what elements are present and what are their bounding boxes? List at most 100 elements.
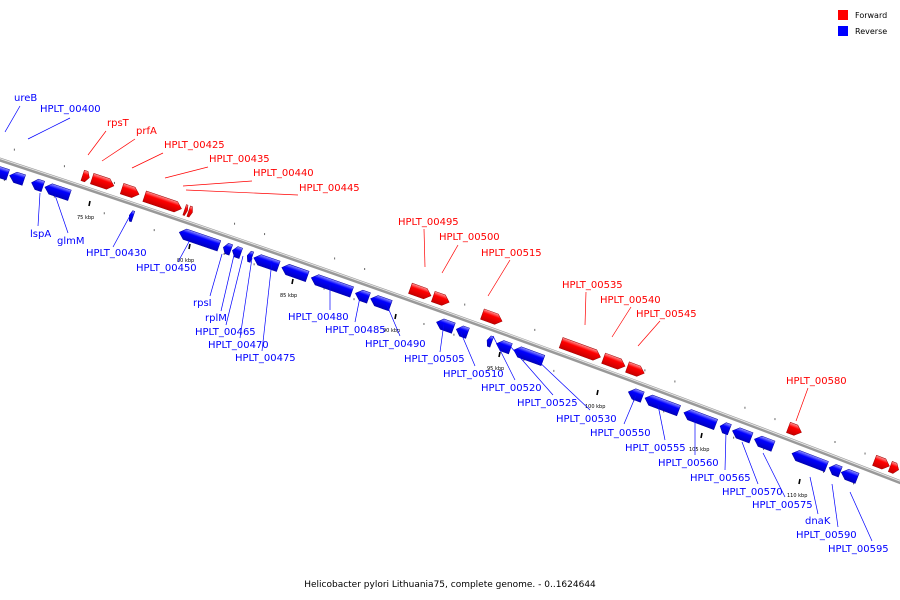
gene-label-forward: HPLT_00495 [398, 217, 459, 228]
gene-arrow-reverse [232, 246, 243, 259]
leader-line-reverse [354, 296, 361, 323]
gene-arrow-reverse [627, 388, 645, 403]
gene-label-forward: HPLT_00580 [786, 376, 847, 387]
gene-arrow-reverse [355, 289, 371, 304]
gene-arrow-forward [431, 290, 450, 306]
scale-tick [291, 278, 294, 285]
gene-label-reverse: rpsI [193, 298, 212, 309]
gene-arrow-reverse [486, 335, 494, 348]
gene-label-reverse: rplM [205, 313, 227, 324]
legend-label-forward: Forward [855, 11, 887, 20]
gene-label-forward: HPLT_00540 [600, 295, 661, 306]
gene-label-reverse: HPLT_00490 [365, 339, 426, 350]
gene-arrow-reverse [31, 178, 45, 192]
leader-line-reverse [762, 452, 786, 498]
gene-label-reverse: ureB [14, 93, 37, 104]
scale-tick [798, 478, 801, 485]
scale-tick [700, 432, 703, 439]
leader-line-reverse [261, 260, 273, 352]
leader-line-reverse [177, 239, 191, 263]
gene-arrow-forward [872, 454, 890, 470]
leader-line-reverse [209, 253, 223, 297]
gene-label-reverse: HPLT_00505 [404, 354, 465, 365]
leader-line-reverse [439, 322, 445, 353]
gene-arrow-forward [408, 282, 432, 300]
leader-line-forward [131, 152, 164, 169]
gene-label-reverse: HPLT_00565 [690, 473, 751, 484]
leader-line-reverse [849, 491, 873, 542]
gene-label-reverse: HPLT_00450 [136, 263, 197, 274]
leader-line-forward [164, 166, 209, 179]
leader-line-forward [423, 228, 426, 268]
gene-arrow-forward [887, 461, 899, 474]
genes-layer [0, 165, 899, 484]
gene-label-reverse: HPLT_00475 [235, 353, 296, 364]
leader-line-reverse [220, 254, 235, 312]
leader-line-reverse [657, 404, 666, 441]
leader-line-forward [87, 130, 107, 156]
gene-label-forward: HPLT_00500 [439, 232, 500, 243]
scale-tick-label: 105 kbp [689, 447, 709, 453]
gene-arrow-reverse [436, 318, 456, 334]
leader-line-reverse [623, 392, 638, 425]
leader-line-forward [185, 189, 299, 196]
gene-label-reverse: HPLT_00465 [195, 327, 256, 338]
scale-tick-label: 80 kbp [177, 258, 194, 264]
scale-tick [498, 351, 501, 358]
genome-backbone [0, 157, 900, 485]
gene-label-reverse: HPLT_00520 [481, 383, 542, 394]
leader-line-reverse [741, 441, 759, 485]
scale-ticks: 75 kbp 80 kbp 85 kbp 90 kbp 95 kbp 100 kbp 105… [3, 148, 866, 499]
scale-tick [596, 389, 599, 396]
gene-label-forward: HPLT_00445 [299, 183, 360, 194]
leader-line-reverse [724, 431, 727, 471]
scale-tick-label: 95 kbp [487, 366, 504, 372]
gene-arrow-forward [119, 183, 140, 198]
leader-line-reverse [460, 332, 476, 367]
gene-arrow-reverse [223, 243, 233, 256]
gene-label-forward: rpsT [107, 118, 130, 129]
gene-arrow-reverse [178, 228, 222, 252]
gene-arrow-forward [786, 421, 802, 436]
gene-label-reverse: HPLT_00575 [752, 500, 813, 511]
gene-arrow-reverse [370, 295, 393, 312]
leader-line-reverse [37, 192, 41, 227]
scale-tick-label: 100 kbp [585, 404, 605, 410]
leader-line-reverse [54, 194, 69, 234]
leader-line-reverse [492, 335, 516, 381]
gene-label-forward: HPLT_00440 [253, 168, 314, 179]
leader-line-reverse [809, 476, 819, 515]
scale-tick [188, 243, 191, 250]
leader-line-reverse [509, 345, 554, 396]
scale-tick-label: 90 kbp [383, 328, 400, 334]
gene-arrow-reverse [754, 435, 776, 452]
label-leaders [4, 105, 873, 542]
gene-label-reverse: HPLT_00560 [658, 458, 719, 469]
genome-backbone-highlight [0, 158, 900, 482]
gene-arrow-forward [601, 352, 626, 370]
scale-tick-label: 85 kbp [280, 293, 297, 299]
gene-arrow-forward [142, 190, 182, 213]
gene-label-reverse: HPLT_00430 [86, 248, 147, 259]
leader-line-forward [637, 320, 661, 347]
gene-label-reverse: HPLT_00525 [517, 398, 578, 409]
gene-arrow-reverse [246, 250, 255, 263]
gene-arrow-forward [558, 337, 601, 361]
legend-swatch-forward [838, 10, 848, 20]
gene-arrow-reverse [644, 394, 681, 417]
gene-arrow-reverse [496, 340, 513, 355]
scale-tick-label: 110 kbp [787, 493, 807, 499]
scale-tick-label: 75 kbp [77, 215, 94, 221]
gene-label-reverse: HPLT_00555 [625, 443, 686, 454]
gene-arrow-reverse [719, 422, 732, 436]
gene-arrow-reverse [828, 464, 843, 478]
leader-line-reverse [385, 302, 401, 337]
scale-tick [88, 200, 91, 207]
gene-labels-layer: rpsT prfA HPLT_00425 HPLT_00435 HPLT_00440 HP… [14, 93, 889, 555]
leader-line-reverse [534, 357, 591, 411]
gene-label-reverse: glmM [57, 236, 85, 247]
gene-arrow-forward [182, 204, 189, 216]
gene-arrow-reverse [732, 427, 754, 444]
gene-arrow-reverse [44, 183, 72, 201]
